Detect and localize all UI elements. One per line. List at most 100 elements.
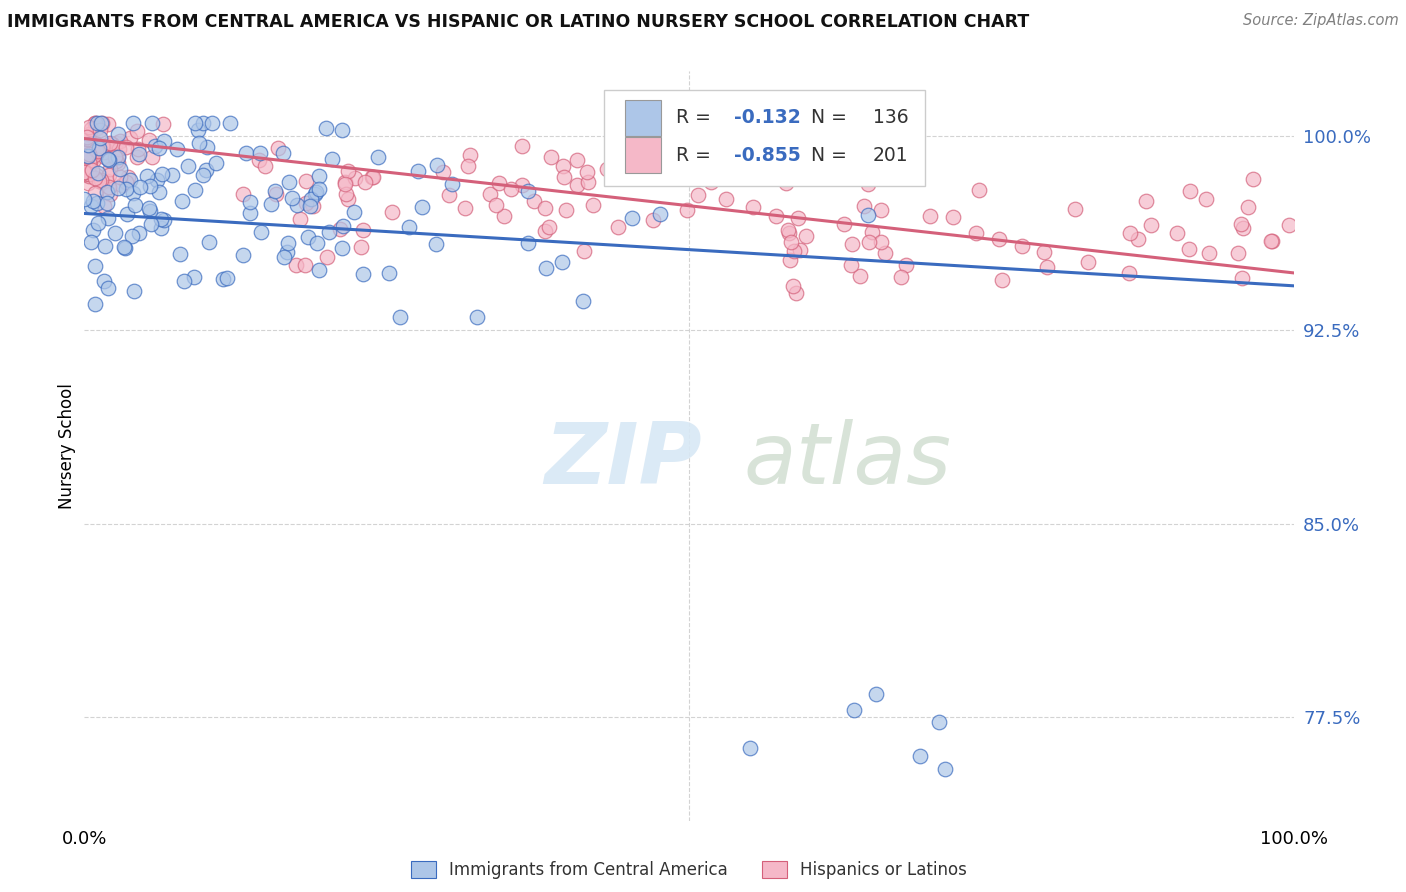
Point: [277, 236, 299, 251]
Point: [232, 248, 254, 262]
Point: [212, 272, 235, 286]
Point: [349, 240, 371, 254]
Point: [1230, 217, 1253, 231]
Point: [533, 224, 555, 238]
Point: [1180, 184, 1202, 198]
Point: [139, 179, 162, 194]
Point: [183, 270, 205, 285]
Point: [90, 116, 112, 130]
Point: [330, 123, 353, 137]
Point: [104, 226, 127, 240]
Point: [91, 139, 114, 153]
Point: [308, 169, 330, 183]
Point: [741, 200, 763, 214]
Point: [856, 208, 879, 222]
Point: [554, 202, 576, 217]
Point: [1033, 244, 1056, 259]
Point: [965, 226, 987, 240]
Point: [191, 116, 214, 130]
Point: [1198, 246, 1220, 260]
Point: [112, 240, 135, 254]
Point: [93, 199, 115, 213]
Point: [572, 244, 595, 259]
Point: [785, 286, 807, 301]
Point: [302, 199, 325, 213]
Point: [110, 161, 132, 176]
Point: [1232, 220, 1254, 235]
Point: [551, 255, 574, 269]
Point: [406, 164, 429, 178]
Point: [79, 154, 101, 169]
Point: [97, 281, 120, 295]
Point: [195, 140, 218, 154]
Point: [714, 192, 737, 206]
Text: R =: R =: [676, 145, 717, 165]
Point: [858, 235, 880, 249]
Point: [73, 164, 96, 178]
Point: [97, 117, 120, 131]
Point: [335, 187, 357, 202]
Point: [942, 210, 965, 224]
Point: [354, 175, 377, 189]
Point: [89, 122, 111, 136]
Point: [271, 145, 294, 160]
Point: [454, 202, 477, 216]
Point: [841, 236, 863, 251]
Point: [789, 243, 811, 257]
Point: [510, 178, 533, 192]
Point: [295, 196, 318, 211]
Point: [288, 212, 311, 227]
FancyBboxPatch shape: [624, 100, 661, 136]
Point: [254, 159, 277, 173]
Point: [73, 146, 96, 161]
Point: [94, 239, 117, 253]
Text: N =: N =: [811, 145, 853, 165]
Point: [479, 186, 502, 201]
Point: [643, 138, 665, 153]
Point: [86, 216, 108, 230]
Point: [787, 167, 810, 181]
Point: [264, 186, 287, 201]
Point: [775, 176, 797, 190]
Point: [576, 165, 599, 179]
Point: [94, 149, 117, 163]
Point: [572, 294, 595, 309]
Point: [172, 194, 194, 208]
Point: [138, 204, 160, 219]
Point: [398, 219, 420, 234]
Point: [839, 258, 862, 272]
Point: [100, 186, 122, 201]
Point: [1237, 200, 1260, 214]
Point: [86, 168, 108, 182]
Point: [305, 186, 328, 200]
Point: [1011, 239, 1033, 253]
Text: -0.132: -0.132: [734, 108, 800, 128]
Point: [82, 222, 104, 236]
Point: [641, 212, 664, 227]
Point: [150, 167, 173, 181]
Point: [75, 153, 97, 167]
Point: [294, 259, 316, 273]
Point: [281, 191, 304, 205]
Point: [710, 132, 733, 146]
Point: [315, 250, 337, 264]
Text: IMMIGRANTS FROM CENTRAL AMERICA VS HISPANIC OR LATINO NURSERY SCHOOL CORRELATION: IMMIGRANTS FROM CENTRAL AMERICA VS HISPA…: [7, 13, 1029, 31]
Point: [84, 136, 107, 150]
Point: [494, 210, 516, 224]
Point: [87, 141, 110, 155]
Point: [581, 198, 603, 212]
Point: [333, 176, 356, 190]
Text: 201: 201: [873, 145, 908, 165]
Point: [86, 143, 108, 157]
Text: 136: 136: [873, 108, 908, 128]
Point: [567, 178, 589, 192]
Point: [111, 178, 134, 193]
Point: [83, 260, 105, 274]
Point: [1140, 218, 1163, 232]
Point: [82, 153, 104, 168]
Point: [75, 149, 97, 163]
Point: [86, 195, 108, 210]
Point: [153, 134, 176, 148]
Point: [91, 116, 114, 130]
Point: [107, 181, 129, 195]
